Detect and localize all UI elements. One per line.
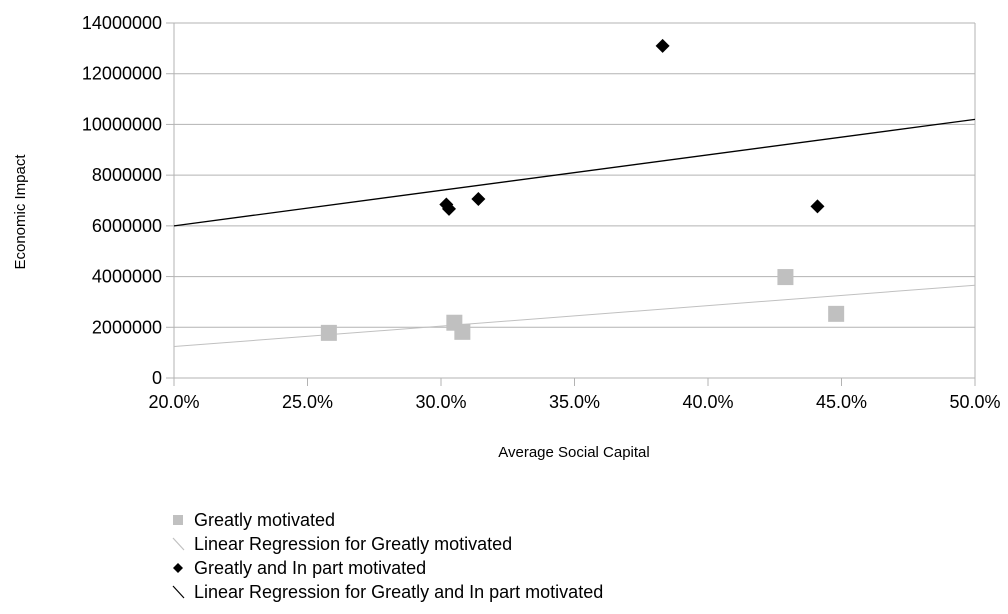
regression-line — [173, 118, 976, 227]
x-tick-label: 35.0% — [549, 392, 600, 412]
y-axis-title: Economic Impact — [12, 154, 29, 270]
data-point-diamond — [471, 191, 486, 206]
legend-line-marker — [172, 585, 185, 599]
legend-label: Linear Regression for Greatly and In par… — [194, 582, 603, 602]
data-point-diamond — [442, 201, 457, 216]
data-point-diamond — [655, 38, 670, 53]
x-axis-title: Average Social Capital — [498, 444, 649, 461]
legend-square-marker — [173, 515, 183, 525]
grid-lines — [174, 22, 975, 379]
regression-line — [173, 284, 976, 348]
tick-labels: 0 2000000 4000000 6000000 8000000 10000000 120… — [82, 13, 1001, 412]
data-point-diamond — [810, 199, 825, 214]
y-tick-label: 4000000 — [92, 267, 162, 287]
data-point-square — [454, 323, 471, 340]
legend-diamond-marker — [173, 563, 183, 573]
y-tick-label: 14000000 — [82, 13, 162, 33]
y-tick-label: 2000000 — [92, 317, 162, 337]
legend-label: Linear Regression for Greatly motivated — [194, 534, 512, 554]
y-tick-label: 10000000 — [82, 114, 162, 134]
x-tick-label: 45.0% — [816, 392, 867, 412]
legend-label: Greatly motivated — [194, 510, 335, 530]
y-tick-label: 0 — [152, 368, 162, 388]
y-tick-label: 8000000 — [92, 165, 162, 185]
legend-line-marker — [172, 537, 185, 551]
data-point-square — [320, 324, 337, 341]
x-tick-label: 25.0% — [282, 392, 333, 412]
x-tick-label: 40.0% — [682, 392, 733, 412]
x-tick-label: 30.0% — [415, 392, 466, 412]
data-point-square — [777, 269, 794, 286]
axes — [166, 22, 976, 386]
y-tick-label: 6000000 — [92, 216, 162, 236]
y-tick-label: 12000000 — [82, 64, 162, 84]
data-point-square — [828, 305, 845, 322]
trendlines — [173, 118, 976, 348]
data-points — [320, 38, 845, 341]
x-tick-label: 20.0% — [148, 392, 199, 412]
legend: Greatly motivated Linear Regression for G… — [172, 510, 603, 602]
legend-label: Greatly and In part motivated — [194, 558, 426, 578]
x-tick-label: 50.0% — [949, 392, 1000, 412]
